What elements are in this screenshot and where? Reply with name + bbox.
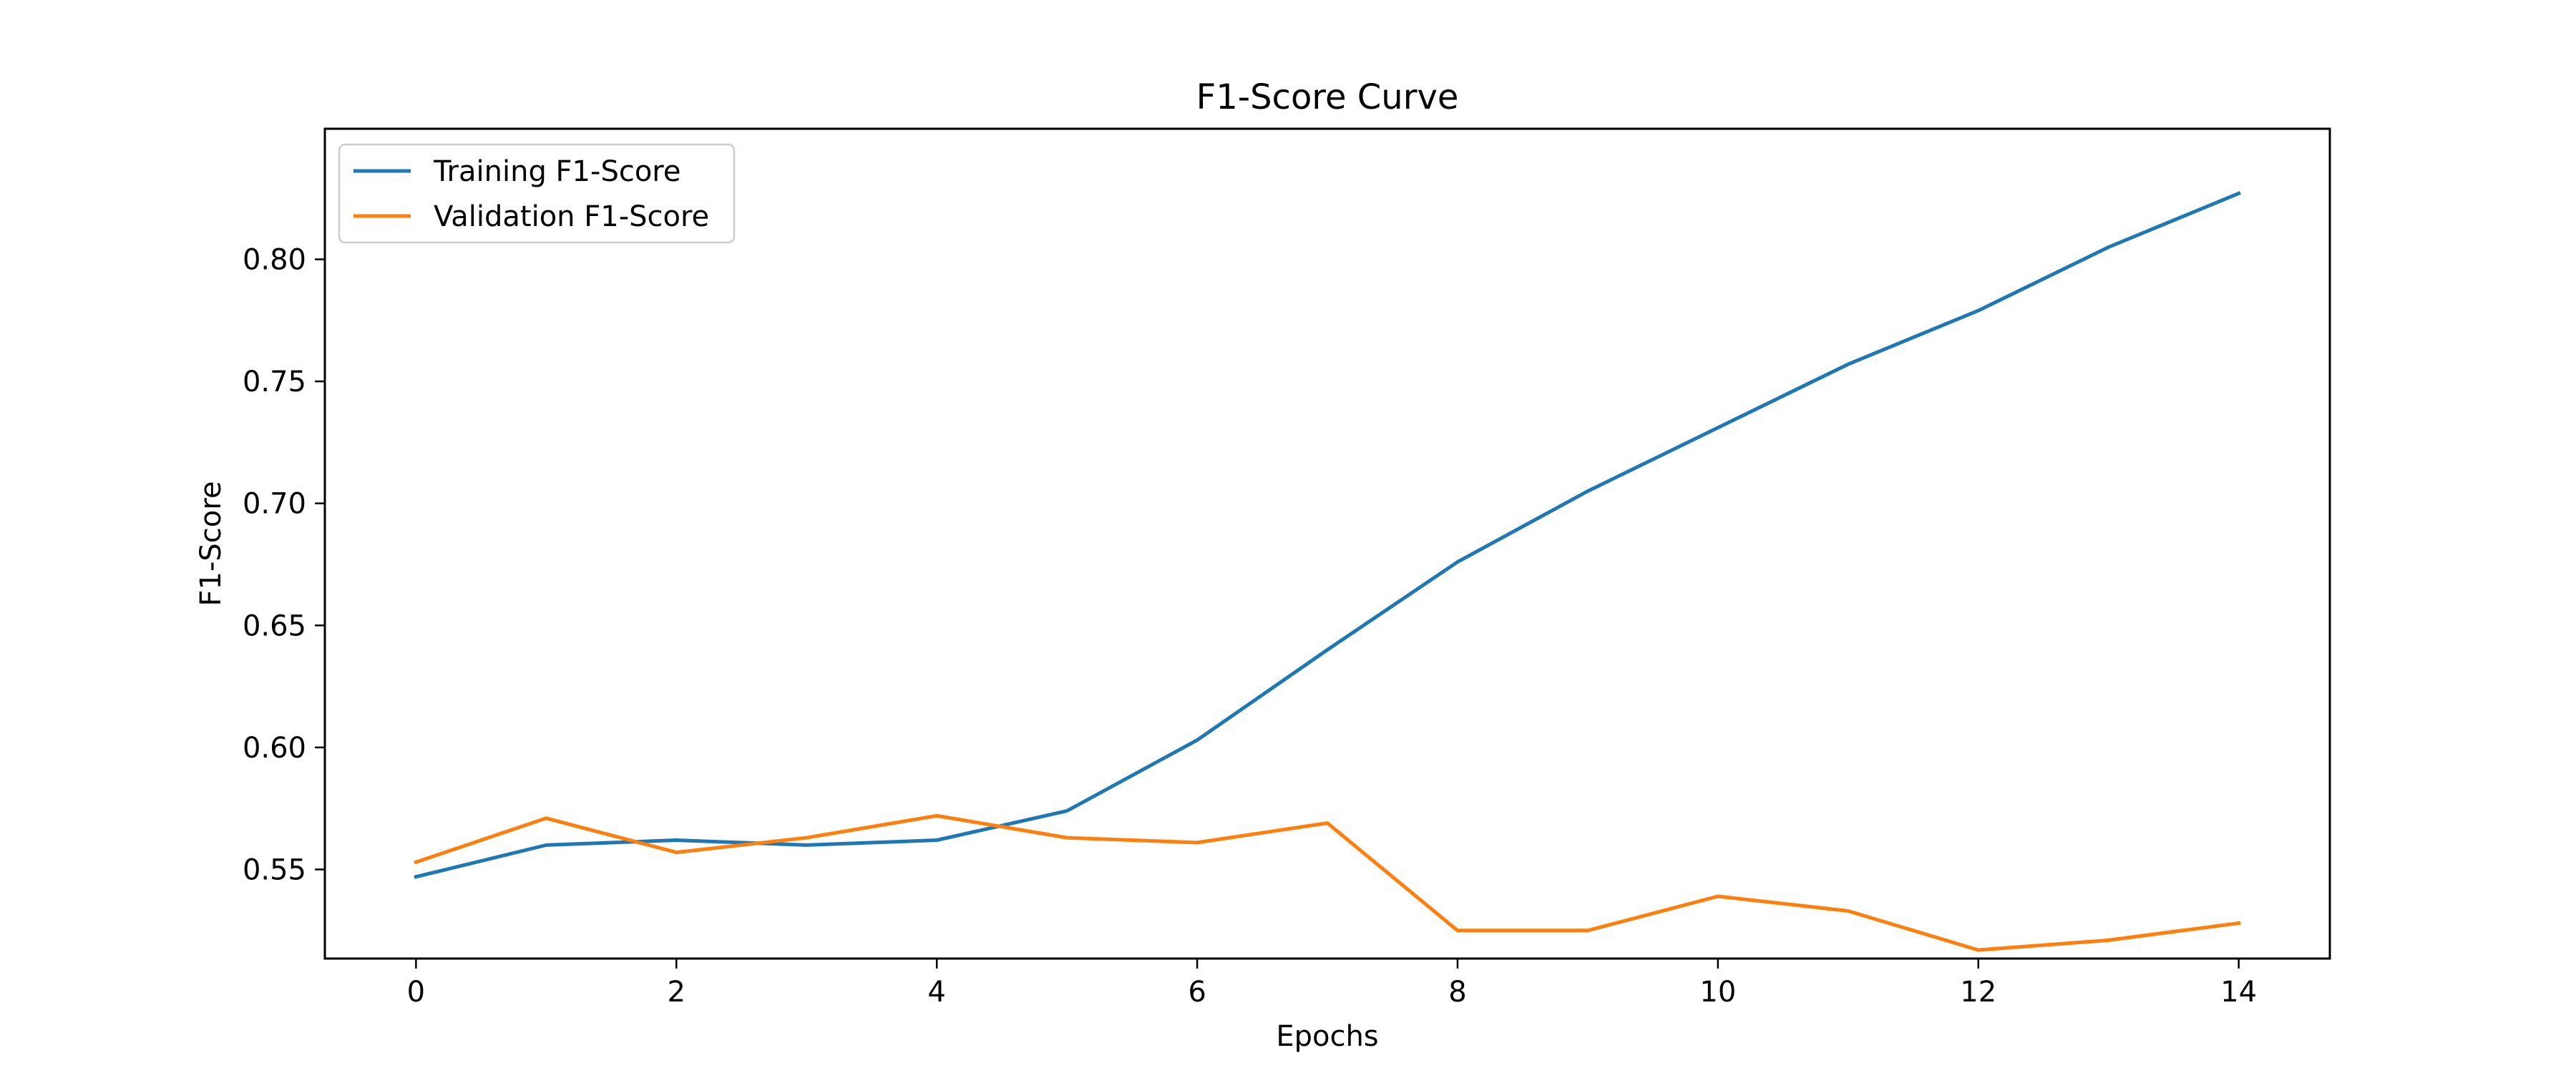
x-tick-label: 10: [1699, 976, 1736, 1009]
legend: Training F1-Score Validation F1-Score: [338, 143, 736, 244]
x-axis-label: Epochs: [1276, 1020, 1378, 1053]
x-axis-ticks: 0 2 4 6 8 10 12 14: [407, 959, 2257, 1009]
y-tick-label: 0.80: [243, 244, 306, 277]
x-tick-label: 2: [668, 976, 686, 1009]
x-tick-label: 0: [407, 976, 425, 1009]
x-tick-label: 4: [927, 976, 945, 1009]
y-tick-label: 0.65: [243, 609, 306, 642]
x-tick-label: 6: [1188, 976, 1206, 1009]
y-axis-ticks: 0.55 0.60 0.65 0.70 0.75 0.80: [243, 244, 325, 886]
x-tick-label: 12: [1960, 976, 1996, 1009]
y-tick-label: 0.75: [243, 366, 306, 398]
y-tick-label: 0.70: [243, 488, 306, 521]
series-layer: [414, 191, 2241, 952]
y-axis-label: F1-Score: [195, 481, 228, 607]
series-line-training: [414, 191, 2241, 879]
legend-box: [338, 143, 736, 244]
y-tick-label: 0.55: [243, 853, 306, 886]
plot-frame: [323, 127, 2331, 960]
legend-label-training: Training F1-Score: [433, 155, 680, 188]
series-line-validation: [414, 813, 2241, 952]
y-tick-label: 0.60: [243, 732, 306, 765]
chart-title: F1-Score Curve: [1196, 77, 1459, 117]
legend-label-validation: Validation F1-Score: [434, 200, 709, 233]
x-tick-label: 14: [2220, 976, 2257, 1009]
x-tick-label: 8: [1448, 976, 1466, 1009]
